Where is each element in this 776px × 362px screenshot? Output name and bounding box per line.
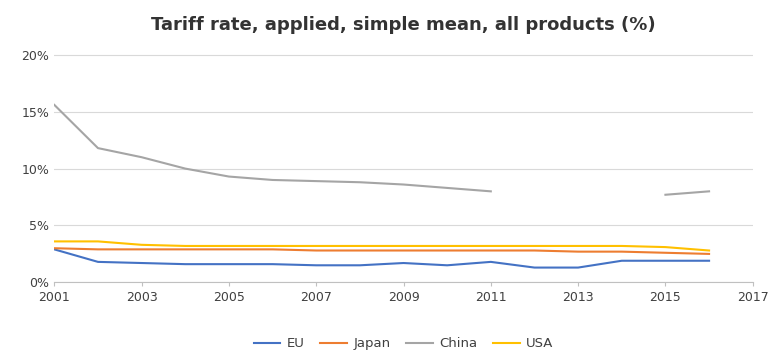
Japan (50, 246, 59, 251)
Japan (93, 247, 102, 252)
Japan (137, 247, 147, 252)
EU (50, 247, 59, 252)
EU (442, 263, 452, 268)
Japan (530, 248, 539, 253)
USA (487, 244, 496, 248)
USA (137, 243, 147, 247)
Japan (268, 247, 277, 252)
China (442, 186, 452, 190)
EU (181, 262, 190, 266)
EU (617, 258, 626, 263)
China (50, 103, 59, 107)
Line: Japan: Japan (54, 248, 709, 254)
Japan (355, 248, 365, 253)
USA (312, 244, 321, 248)
USA (573, 244, 583, 248)
China (137, 155, 147, 159)
EU (355, 263, 365, 268)
China (181, 167, 190, 171)
Title: Tariff rate, applied, simple mean, all products (%): Tariff rate, applied, simple mean, all p… (151, 16, 656, 34)
USA (661, 245, 670, 249)
EU (573, 265, 583, 270)
EU (268, 262, 277, 266)
USA (399, 244, 408, 248)
EU (487, 260, 496, 264)
USA (50, 239, 59, 244)
EU (312, 263, 321, 268)
Japan (573, 249, 583, 254)
Line: EU: EU (54, 249, 709, 268)
Japan (705, 252, 714, 256)
China (487, 189, 496, 194)
USA (617, 244, 626, 248)
Japan (661, 251, 670, 255)
USA (93, 239, 102, 244)
EU (705, 258, 714, 263)
USA (268, 244, 277, 248)
China (355, 180, 365, 184)
USA (442, 244, 452, 248)
USA (181, 244, 190, 248)
EU (224, 262, 234, 266)
Japan (399, 248, 408, 253)
Japan (312, 248, 321, 253)
EU (661, 258, 670, 263)
China (312, 179, 321, 183)
China (93, 146, 102, 150)
EU (93, 260, 102, 264)
USA (530, 244, 539, 248)
USA (224, 244, 234, 248)
EU (399, 261, 408, 265)
Japan (487, 248, 496, 253)
EU (137, 261, 147, 265)
Line: USA: USA (54, 241, 709, 251)
Legend: EU, Japan, China, USA: EU, Japan, China, USA (248, 332, 559, 355)
Japan (442, 248, 452, 253)
China (224, 174, 234, 179)
Japan (224, 247, 234, 252)
USA (705, 248, 714, 253)
Japan (617, 249, 626, 254)
Line: China: China (54, 105, 491, 191)
China (399, 182, 408, 187)
EU (530, 265, 539, 270)
Japan (181, 247, 190, 252)
China (268, 178, 277, 182)
USA (355, 244, 365, 248)
